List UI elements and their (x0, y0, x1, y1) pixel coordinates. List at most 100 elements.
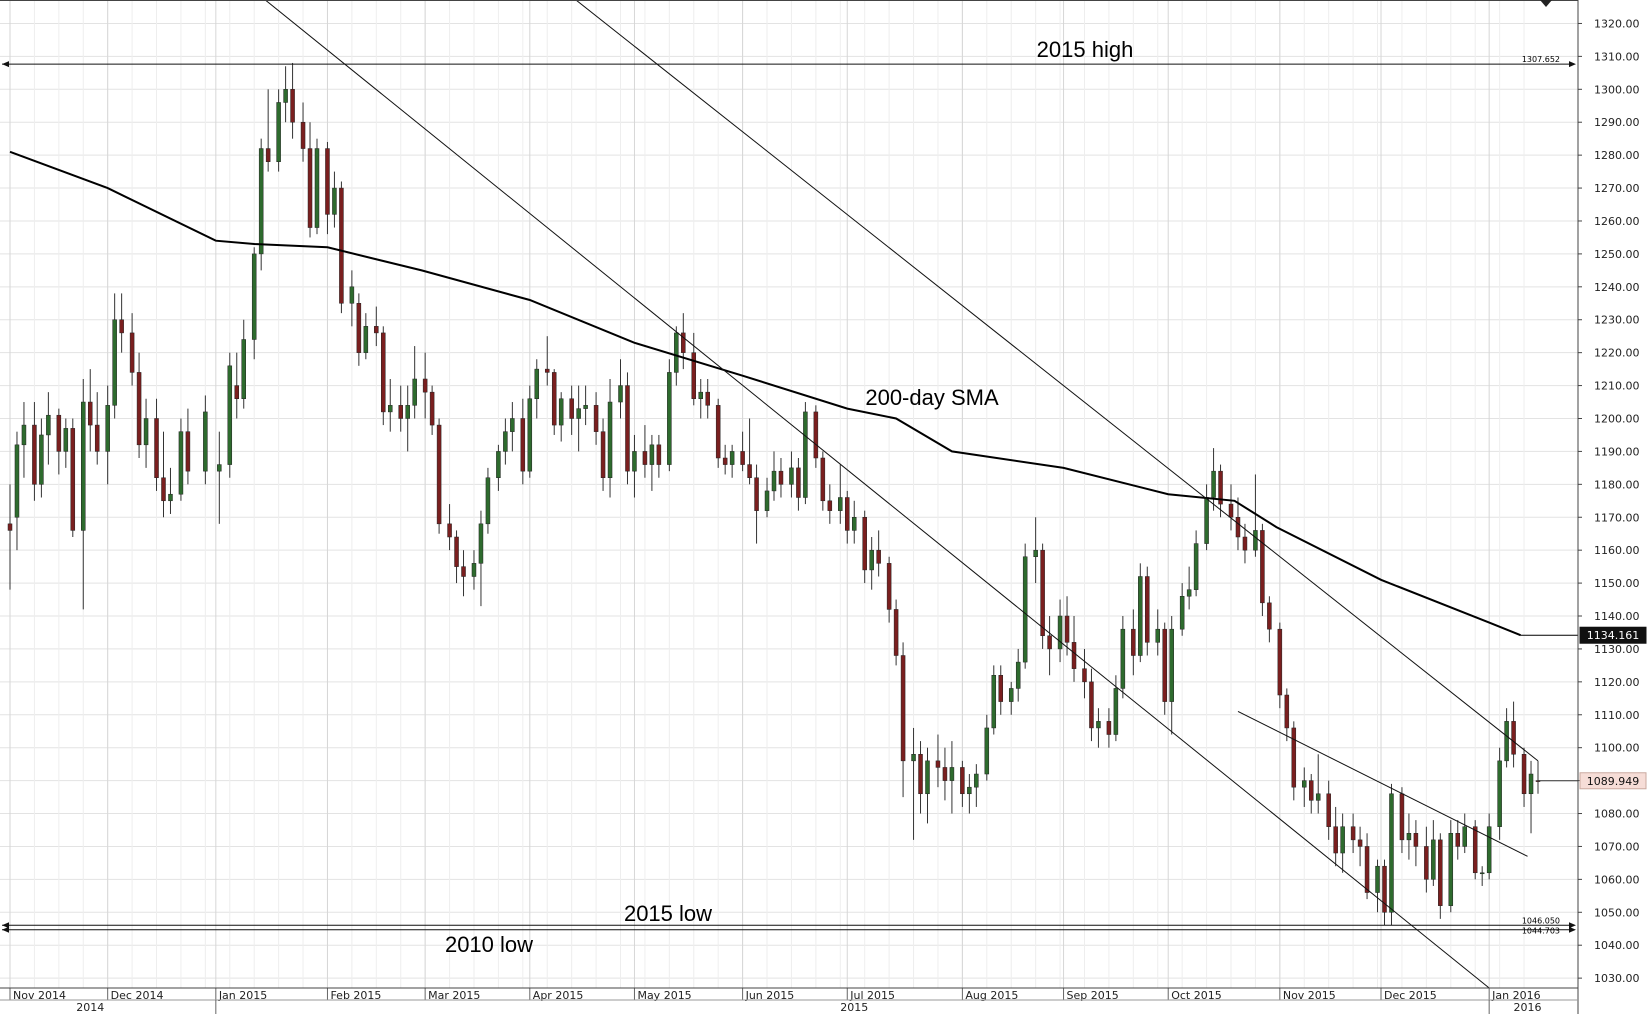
candle-body (1253, 530, 1258, 551)
y-tick-label: 1050.00 (1594, 906, 1640, 919)
candle-body (698, 391, 703, 399)
month-label: Dec 2015 (1384, 989, 1437, 1002)
candle-body (314, 148, 320, 228)
y-tick-label: 1170.00 (1594, 511, 1640, 524)
candle-body (429, 391, 435, 426)
y-tick-label: 1120.00 (1594, 676, 1640, 689)
candle-body (827, 500, 833, 511)
annotation-2015-low: 2015 low (624, 901, 712, 926)
candle-body (796, 467, 801, 498)
annotations: 2015 high 2015 low 2010 low 200-day SMA (445, 37, 1133, 957)
horizontal-levels: 1307.652 1046.050 1044.703 (2, 55, 1576, 936)
candle-body (1308, 780, 1314, 801)
month-label: Nov 2015 (1283, 989, 1336, 1002)
candle-body (1228, 503, 1234, 518)
candle-body (967, 786, 972, 795)
candle-body (1015, 661, 1021, 689)
y-tick-label: 1110.00 (1594, 709, 1640, 722)
candle-body (227, 365, 233, 465)
candle-body (593, 405, 599, 432)
candle-body (129, 332, 135, 373)
candle-body (1521, 754, 1527, 795)
candle-body (374, 326, 379, 334)
candle-body (893, 609, 899, 656)
candle-body (1071, 642, 1077, 669)
candle-body (632, 451, 637, 472)
arrow-left-icon (2, 926, 9, 933)
candle-body (862, 517, 867, 571)
candle-body (178, 431, 184, 495)
candle-body (471, 563, 477, 577)
annotation-200-day-sma: 200-day SMA (865, 385, 999, 410)
candle-body (119, 319, 124, 334)
candle-body (1120, 628, 1126, 689)
trendline (1237, 711, 1528, 857)
candle-body (974, 773, 979, 788)
trendline (575, 0, 1539, 762)
arrow-right-icon (1569, 926, 1576, 933)
month-label: Nov 2014 (13, 989, 66, 1002)
candle-body (1284, 694, 1290, 729)
price-tag-label: 1089.949 (1587, 775, 1640, 788)
candle-body (576, 408, 581, 419)
candle-body (39, 434, 44, 485)
candle-body (496, 451, 501, 478)
y-tick-label: 1320.00 (1594, 17, 1640, 30)
candle-body (778, 470, 784, 485)
candle-body (265, 148, 271, 162)
candle-body (1364, 846, 1370, 893)
candle-body (960, 767, 965, 795)
candle-body (674, 332, 679, 373)
candle-body (349, 286, 355, 304)
y-tick-label: 1310.00 (1594, 50, 1640, 63)
y-tick-label: 1040.00 (1594, 939, 1640, 952)
trendline (264, 0, 1490, 989)
candle-body (681, 332, 686, 353)
month-label: Aug 2015 (965, 989, 1018, 1002)
level-value-label: 1307.652 (1522, 55, 1560, 64)
candle-body (332, 187, 337, 215)
candle-body (729, 451, 735, 465)
y-tick-label: 1140.00 (1594, 610, 1640, 623)
candle-body (1204, 497, 1209, 544)
candle-body (70, 428, 76, 531)
candle-body (1511, 721, 1516, 755)
candle-body (1008, 688, 1014, 702)
candle-body (422, 378, 428, 393)
candle-body (503, 431, 508, 452)
candle-body (307, 148, 313, 228)
candle-body (558, 398, 564, 426)
candle-body (527, 398, 533, 472)
candle-body (258, 148, 264, 255)
candle-body (625, 385, 630, 472)
y-tick-label: 1080.00 (1594, 808, 1640, 821)
month-label: Jan 2016 (1491, 989, 1540, 1002)
candle-body (876, 549, 881, 564)
annotation-2015-high: 2015 high (1037, 37, 1134, 62)
candle-body (14, 444, 20, 518)
candle-body (1235, 517, 1241, 538)
candles (7, 62, 1541, 926)
trendlines (264, 0, 1539, 989)
candle-body (1424, 846, 1429, 880)
candle-body (1082, 668, 1087, 683)
candle-body (381, 332, 386, 413)
y-tick-label: 1100.00 (1594, 742, 1640, 755)
price-tag-box (1579, 626, 1647, 644)
candle-body (1131, 628, 1136, 656)
arrow-right-icon (1569, 922, 1576, 929)
y-tick-label: 1130.00 (1594, 643, 1640, 656)
y-tick-label: 1260.00 (1594, 215, 1640, 228)
month-label: Sep 2015 (1067, 989, 1119, 1002)
candle-body (942, 767, 948, 781)
candle-body (1242, 536, 1248, 551)
candle-body (569, 398, 574, 419)
candle-body (845, 497, 850, 531)
candle-body (1438, 839, 1443, 906)
candle-body (740, 451, 745, 465)
candle-body (436, 424, 442, 525)
candle-body (1138, 576, 1143, 656)
